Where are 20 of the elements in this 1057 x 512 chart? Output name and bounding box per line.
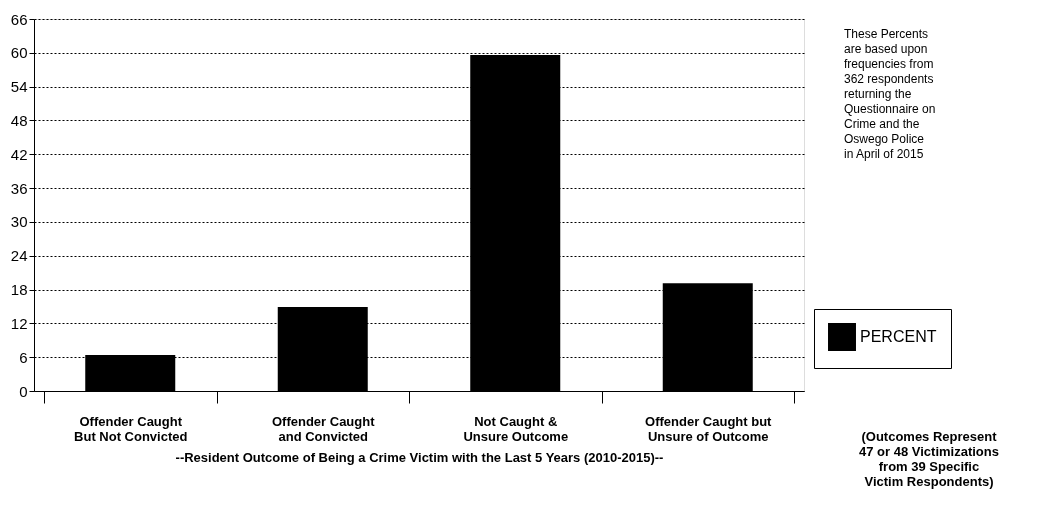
y-tick-label: 12	[10, 314, 28, 332]
y-tick-label: 36	[10, 179, 28, 197]
y-tick-label: 30	[10, 213, 28, 231]
y-tick-label: 18	[10, 281, 28, 299]
y-tick-label: 42	[10, 145, 28, 163]
x-tick-label: Offender Caught But Not Convicted	[74, 413, 188, 444]
x-tick-label: Offender Caught and Convicted	[271, 413, 376, 444]
x-axis-title: --Resident Outcome of Being a Crime Victim with the Last 5 Years (2010-2015)--	[175, 449, 664, 465]
y-tick-label: 24	[10, 247, 28, 265]
y-tick-label: 6	[19, 348, 28, 366]
y-tick-label: 0	[19, 382, 28, 400]
y-tick-label: 54	[10, 78, 28, 96]
y-tick-label: 60	[10, 44, 28, 62]
text: These Percents are based upon frequencies from 362 respondents returning the Questionnaire on Crime and the Oswego Police in April of 2015	[844, 27, 936, 161]
y-tick-label: 48	[10, 111, 28, 129]
text: (Outcomes Represent 47 or 48 Victimizations from 39 Specific Victim Respondents)	[859, 429, 999, 489]
x-tick-label: Offender Caught but Unsure of Outcome	[645, 413, 773, 444]
y-tick-label: 66	[10, 10, 28, 28]
legend-label: PERCENT	[860, 328, 937, 345]
x-tick-label: Not Caught & Unsure Outcome	[463, 413, 569, 444]
